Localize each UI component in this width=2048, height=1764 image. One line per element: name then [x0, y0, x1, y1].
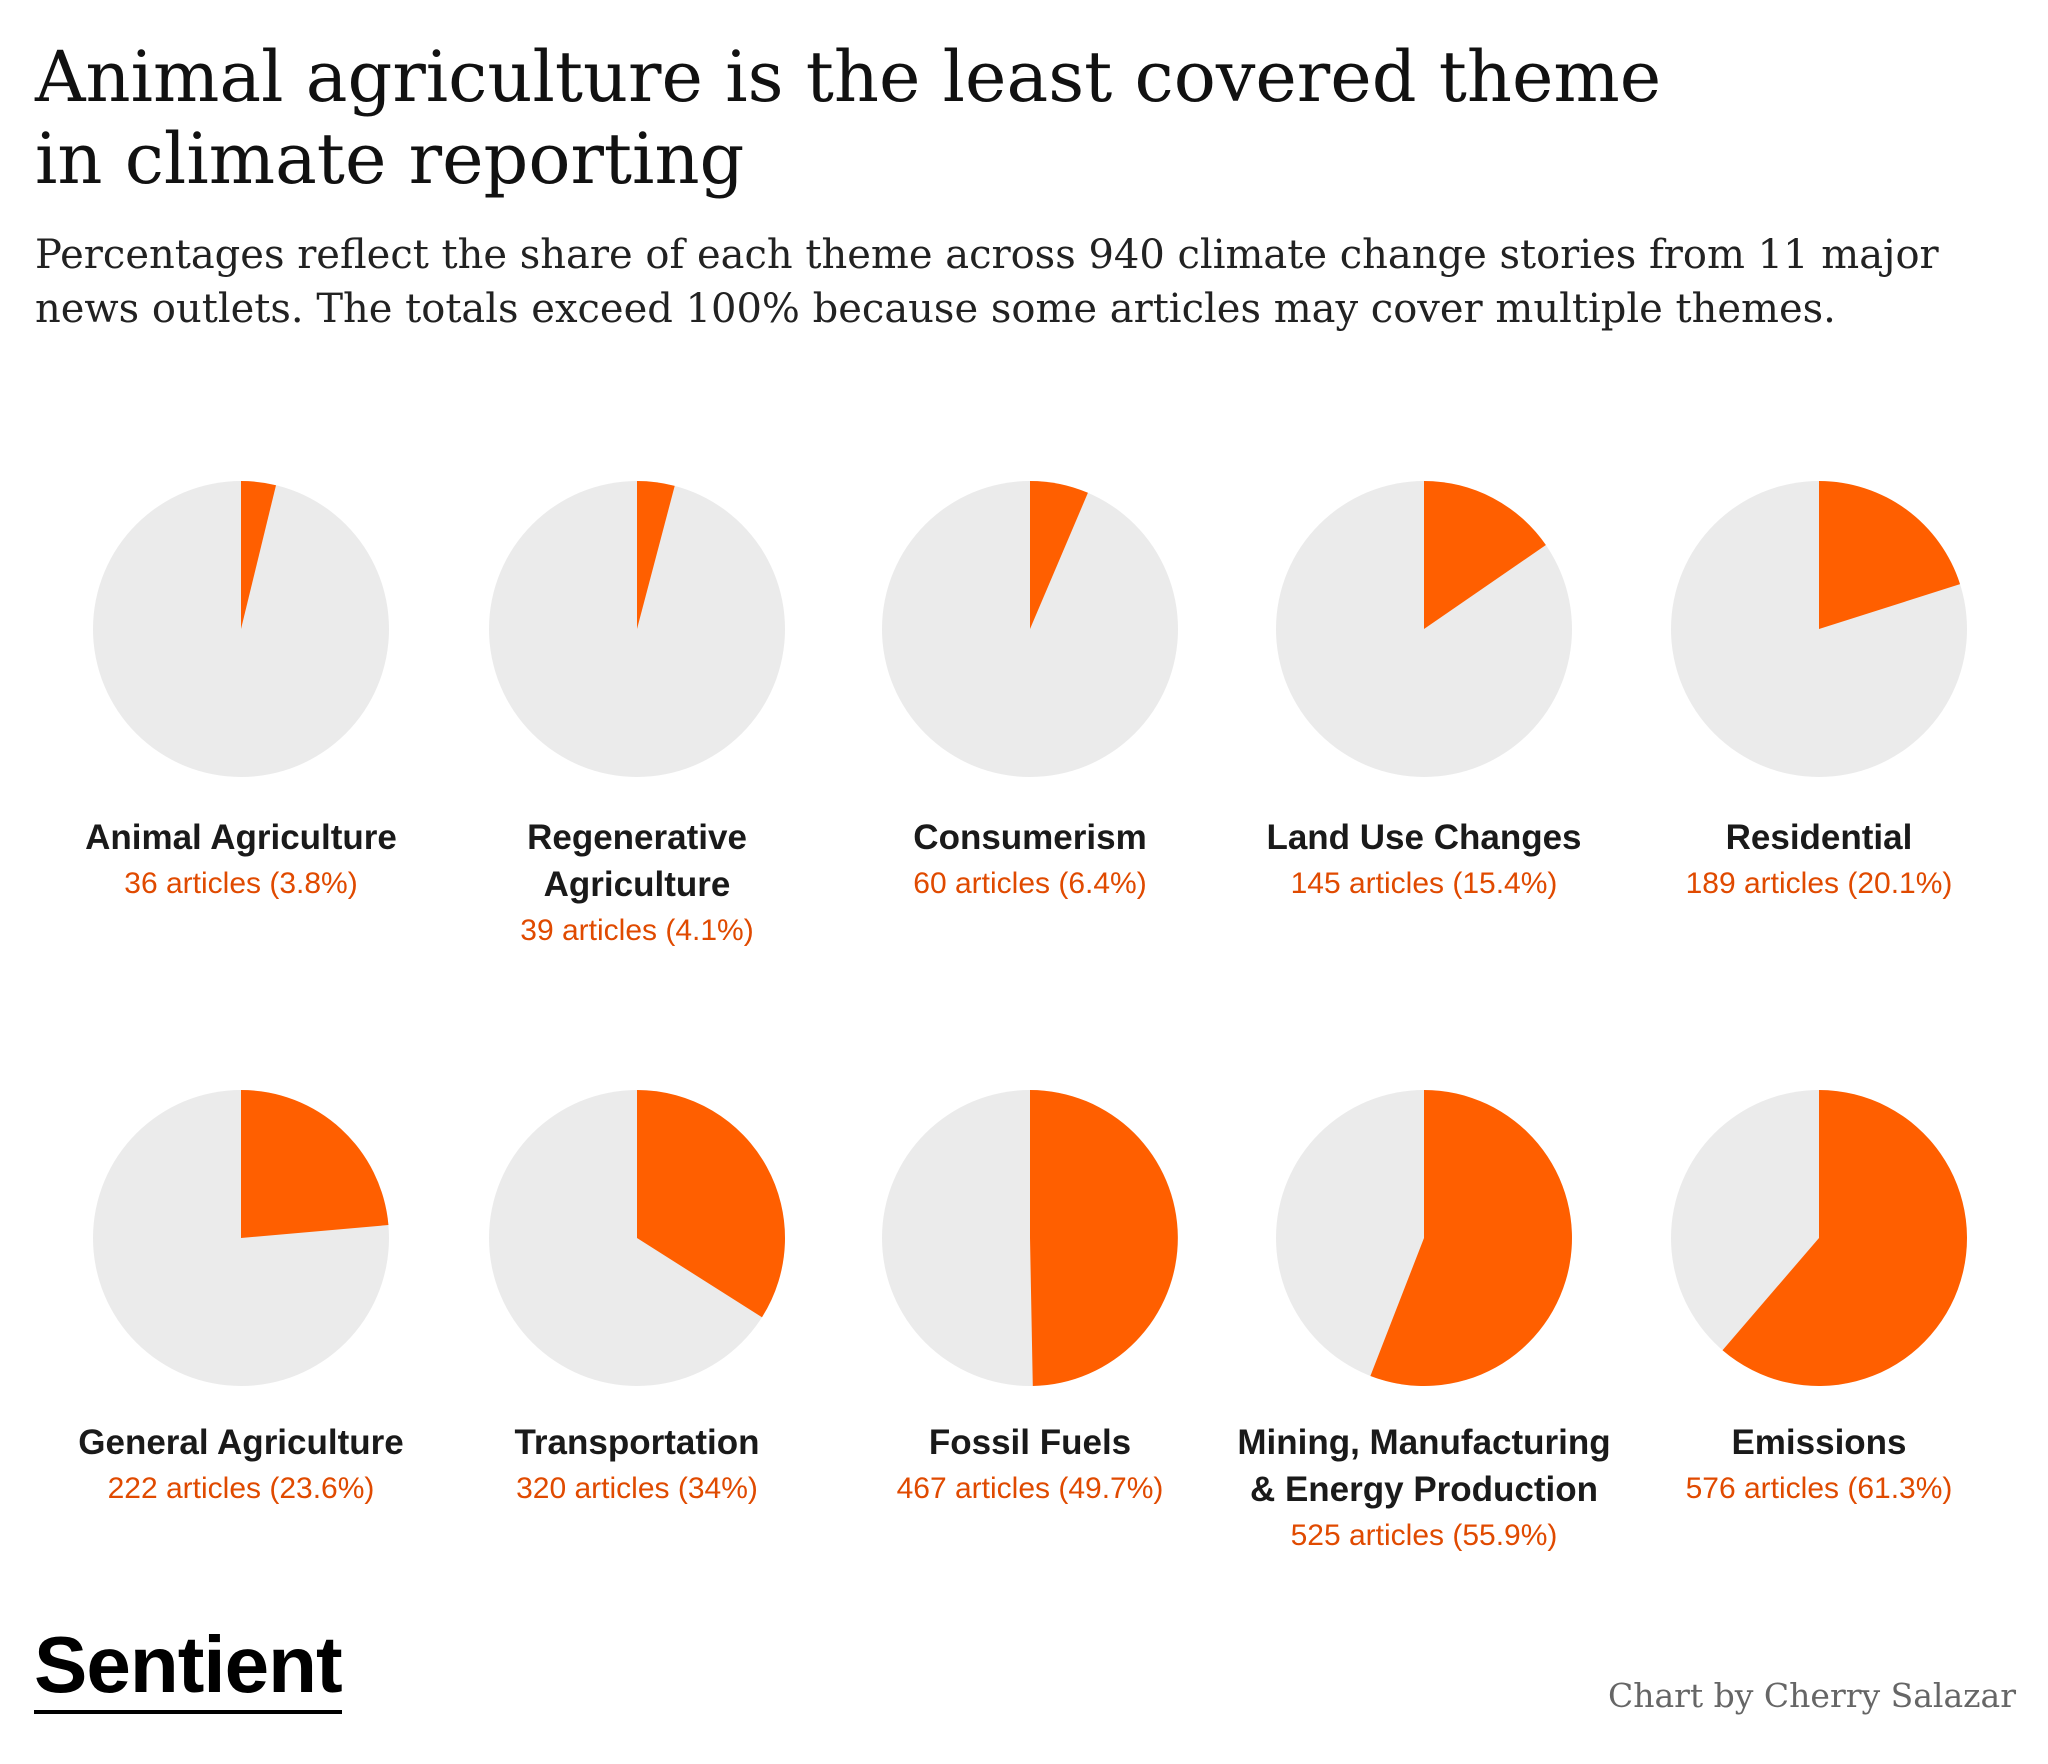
pie-slice: [1030, 1090, 1178, 1386]
pie-10: [1671, 1090, 1967, 1386]
pie-2: [489, 481, 785, 777]
pie-value: 145 articles (15.4%): [1290, 867, 1558, 900]
pie-caption: Animal Agriculture 36 articles (3.8%): [41, 814, 441, 905]
pie-caption: Emissions 576 articles (61.3%): [1619, 1419, 2019, 1510]
pie-9: [1276, 1090, 1572, 1386]
pie-5: [1671, 481, 1967, 777]
chart-subtitle: Percentages reflect the share of each th…: [35, 232, 1939, 332]
pie-label: Consumerism: [913, 818, 1147, 857]
pie-1: [93, 481, 389, 777]
pie-7: [489, 1090, 785, 1386]
pie-slice: [1424, 481, 1546, 629]
pie-label: Regenerative Agriculture: [527, 818, 747, 904]
pie-slice: [1030, 481, 1088, 629]
pie-label: Mining, Manufacturing & Energy Productio…: [1237, 1423, 1611, 1509]
pie-caption: Fossil Fuels 467 articles (49.7%): [830, 1419, 1230, 1510]
brand-logo: Sentient: [34, 1620, 343, 1714]
pie-value: 189 articles (20.1%): [1685, 867, 1953, 900]
pie-caption: General Agriculture 222 articles (23.6%): [41, 1419, 441, 1510]
pie-value: 222 articles (23.6%): [107, 1472, 375, 1505]
pie-4: [1276, 481, 1572, 777]
pie-value: 36 articles (3.8%): [124, 867, 358, 900]
pie-caption: Land Use Changes 145 articles (15.4%): [1224, 814, 1624, 905]
pie-label: Emissions: [1731, 1423, 1907, 1462]
pie-slice: [1722, 1090, 1967, 1386]
pie-value: 576 articles (61.3%): [1685, 1472, 1953, 1505]
pie-slice: [637, 481, 675, 629]
pie-3: [882, 481, 1178, 777]
pie-caption: Mining, Manufacturing & Energy Productio…: [1224, 1419, 1624, 1557]
pie-value: 320 articles (34%): [516, 1472, 758, 1505]
pie-slice: [637, 1090, 785, 1318]
pie-label: Animal Agriculture: [85, 818, 397, 857]
pie-value: 39 articles (4.1%): [520, 914, 754, 947]
pie-label: General Agriculture: [78, 1423, 404, 1462]
pie-caption: Residential 189 articles (20.1%): [1619, 814, 2019, 905]
pie-6: [93, 1090, 389, 1386]
chart-title: Animal agriculture is the least covered …: [35, 36, 1662, 200]
chart-credit: Chart by Cherry Salazar: [1607, 1676, 2016, 1715]
pie-slice: [241, 481, 276, 629]
pie-slice: [241, 1090, 389, 1238]
pie-caption: Regenerative Agriculture 39 articles (4.1…: [437, 814, 837, 952]
pie-value: 467 articles (49.7%): [896, 1472, 1164, 1505]
pie-slice: [1819, 481, 1961, 629]
pie-slice: [1370, 1090, 1572, 1386]
pie-label: Residential: [1725, 818, 1913, 857]
pie-value: 525 articles (55.9%): [1290, 1519, 1558, 1552]
pie-label: Land Use Changes: [1266, 818, 1582, 857]
pie-caption: Transportation 320 articles (34%): [437, 1419, 837, 1510]
pie-8: [882, 1090, 1178, 1386]
pie-label: Fossil Fuels: [928, 1423, 1132, 1462]
pie-caption: Consumerism 60 articles (6.4%): [830, 814, 1230, 905]
pie-label: Transportation: [514, 1423, 760, 1462]
pie-value: 60 articles (6.4%): [913, 867, 1147, 900]
